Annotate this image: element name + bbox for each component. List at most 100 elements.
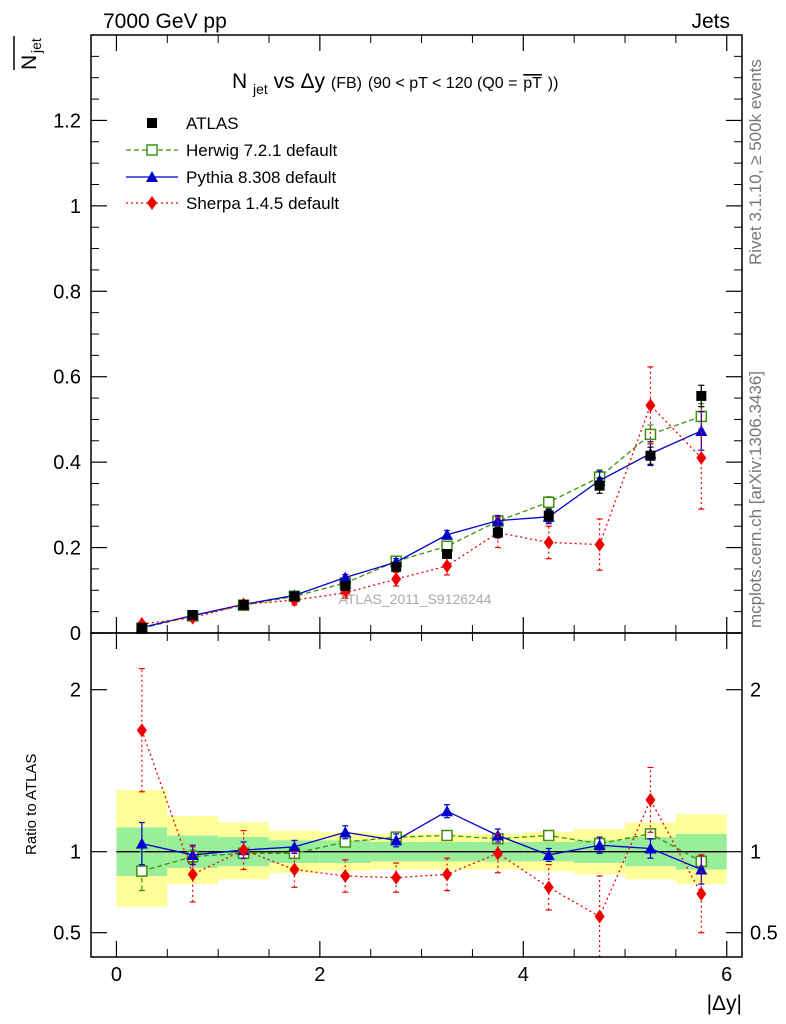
ratio-band-layer	[116, 790, 727, 907]
legend-entry-pythia: Pythia 8.308 default	[126, 168, 337, 187]
ratio-point-sherpa	[594, 909, 605, 924]
main-ytick-label: 0.6	[53, 367, 81, 389]
ratio-point-sherpa	[696, 886, 707, 901]
ratio-point-sherpa	[340, 869, 351, 883]
ratio-point-sherpa	[136, 723, 147, 738]
ratio-ytick-label-left: 2	[70, 680, 81, 702]
main-point-atlas	[391, 561, 402, 572]
ratio-point-pythia	[491, 829, 504, 841]
title-fb: (FB)	[331, 75, 362, 92]
ratio-ytick-label-right: 2	[750, 680, 761, 702]
main-ytick-label: 0.4	[53, 452, 81, 474]
main-line-sherpa	[141, 404, 702, 625]
main-ytick-label: 0	[70, 623, 81, 645]
ratio-point-herwig	[542, 829, 555, 842]
legend-marker-sherpa	[147, 196, 157, 210]
ratio-point-sherpa	[391, 870, 402, 885]
ratio-point-pythia	[186, 848, 199, 860]
legend-entry-sherpa: Sherpa 1.4.5 default	[126, 194, 339, 213]
ratio-ylabel: Ratio to ATLAS	[23, 754, 40, 855]
ratio-point-sherpa	[645, 792, 656, 807]
main-ylabel-n: N	[18, 55, 41, 70]
legend-label-sherpa: Sherpa 1.4.5 default	[186, 194, 339, 213]
title-delta: Δy	[301, 70, 326, 93]
main-point-atlas	[696, 390, 707, 401]
ratio-point-sherpa	[442, 867, 453, 882]
main-ylabel-sub: jet	[28, 38, 44, 54]
legend-label-herwig: Herwig 7.2.1 default	[186, 141, 337, 160]
main-point-sherpa	[442, 558, 453, 573]
ratio-point-sherpa	[543, 880, 554, 895]
ratio-line-herwig	[141, 833, 702, 872]
ratio-point-pythia	[339, 826, 352, 838]
ratio-ytick-label-left: 1	[70, 842, 81, 864]
main-point-herwig	[644, 428, 657, 441]
main-point-atlas	[543, 510, 554, 521]
main-point-pythia	[491, 514, 504, 526]
legend: ATLAS Herwig 7.2.1 default Pythia 8.308 …	[126, 114, 339, 213]
title-n: N	[232, 70, 247, 93]
rivet-version: Rivet 3.1.10, ≥ 500k events	[746, 59, 765, 265]
main-point-sherpa	[594, 537, 605, 552]
ratio-frame	[90, 632, 743, 958]
main-data-layer	[135, 366, 708, 635]
ratio-point-pythia	[593, 839, 606, 851]
main-point-pythia	[441, 528, 454, 540]
main-point-atlas	[187, 610, 198, 621]
ratio-line-sherpa	[141, 729, 702, 918]
main-ytick-label: 0.2	[53, 538, 81, 560]
ratio-point-pythia	[695, 863, 708, 875]
ratio-point-pythia	[441, 805, 454, 817]
main-point-atlas	[594, 480, 605, 491]
ratio-point-pythia	[542, 848, 555, 860]
ratio-panel: 0.5 0.5 1 1 2 2 0 2 4 6	[53, 632, 778, 986]
main-series-atlas	[136, 384, 707, 633]
header-jets: Jets	[691, 10, 730, 33]
main-point-sherpa	[645, 398, 656, 413]
legend-label-pythia: Pythia 8.308 default	[186, 168, 337, 187]
title-range: (90 < pT < 120 (Q0 =	[368, 75, 518, 92]
ratio-ytick-label-right: 1	[750, 842, 761, 864]
main-point-atlas	[289, 591, 300, 602]
ratio-xtick-label: 0	[111, 964, 122, 986]
title-close: ))	[548, 75, 559, 92]
main-point-herwig	[542, 496, 555, 509]
ratio-axes: 0.5 0.5 1 1 2 2 0 2 4 6	[53, 632, 778, 986]
legend-marker-herwig	[146, 144, 158, 156]
main-point-pythia	[695, 424, 708, 436]
ratio-xtick-label: 6	[721, 964, 732, 986]
main-point-atlas	[340, 581, 351, 592]
main-axes: 0 0.2 0.4 0.6 0.8 1 1.2	[53, 34, 743, 645]
legend-marker-pythia	[146, 171, 158, 182]
main-ytick-label: 0.8	[53, 281, 81, 303]
title-pt: pT	[523, 75, 542, 92]
ratio-point-herwig	[441, 829, 453, 842]
watermark: ATLAS_2011_S9126244	[339, 591, 492, 607]
title-sub: jet	[252, 81, 268, 97]
main-ylabel: N jet	[13, 36, 44, 70]
ratio-line-pythia	[141, 810, 702, 871]
main-point-pythia	[339, 571, 352, 583]
main-point-sherpa	[391, 572, 402, 587]
ratio-point-sherpa	[492, 846, 503, 861]
ratio-point-pythia	[288, 840, 301, 852]
main-point-atlas	[136, 622, 147, 633]
ratio-point-pythia	[644, 842, 657, 854]
ratio-point-herwig	[136, 865, 148, 877]
ratio-xtick-label: 2	[314, 964, 325, 986]
legend-entry-herwig: Herwig 7.2.1 default	[126, 141, 337, 160]
main-line-herwig	[141, 415, 702, 629]
legend-label-atlas: ATLAS	[186, 114, 239, 133]
mcplots-reference: mcplots.cern.ch [arXiv:1306.3436]	[746, 371, 765, 628]
ratio-point-sherpa	[187, 867, 198, 882]
main-ytick-label: 1.2	[53, 110, 81, 132]
ratio-point-sherpa	[289, 862, 300, 877]
legend-marker-atlas	[147, 118, 157, 128]
ratio-xtick-label: 4	[518, 964, 529, 986]
ratio-point-pythia	[390, 834, 403, 846]
main-point-atlas	[492, 527, 503, 538]
ratio-point-pythia	[135, 837, 148, 849]
main-panel: 0 0.2 0.4 0.6 0.8 1 1.2 ATLAS_2011_S9126244	[53, 34, 743, 645]
main-point-sherpa	[696, 450, 707, 465]
main-point-sherpa	[543, 535, 554, 550]
